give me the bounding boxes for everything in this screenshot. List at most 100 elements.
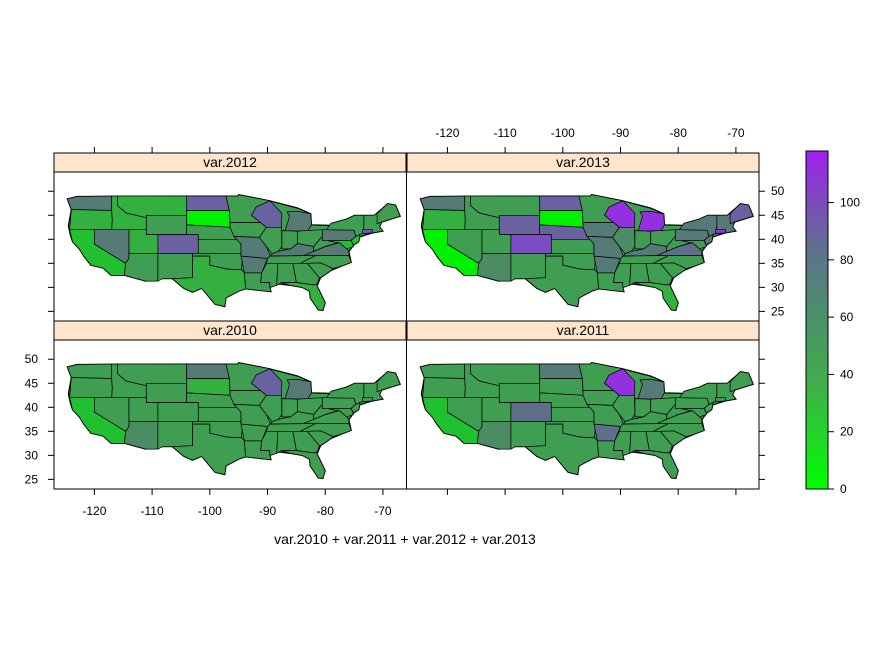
state-nm-var-2013: [510, 253, 546, 282]
y-tick-label-right: 30: [771, 280, 785, 294]
x-tick-label-bottom: -120: [82, 504, 106, 518]
panel-title-var-2012: var.2012: [203, 154, 257, 170]
y-tick-label-right: 45: [771, 208, 785, 222]
y-tick-label-left: 35: [25, 424, 39, 438]
state-ks-var-2013: [550, 238, 595, 255]
state-mi-var-2010: [284, 379, 312, 400]
x-tick-label-top: -70: [727, 126, 745, 140]
state-sd-var-2011: [539, 378, 584, 396]
color-key-tick-label: 100: [840, 196, 860, 210]
state-ks-var-2010: [197, 406, 242, 423]
strip-var-2012: var.2012: [53, 152, 407, 173]
state-sd-var-2010: [186, 378, 231, 396]
state-mi-var-2012: [284, 211, 312, 232]
state-co-var-2012: [157, 234, 199, 255]
map-panel-var-2011: [419, 361, 755, 480]
state-tx-var-2013: [524, 255, 599, 308]
y-tick-label-right: 25: [771, 304, 785, 318]
state-ct-var-2010: [362, 397, 373, 402]
state-ks-var-2011: [550, 406, 595, 423]
color-key-tick-label: 40: [840, 367, 854, 381]
axes: -120 -120 -110 -110 -100 -100 -90 -90 -80 -80 -70 -…: [25, 126, 785, 518]
y-tick-label-left: 25: [25, 472, 39, 486]
x-tick-label-bottom: -80: [317, 504, 335, 518]
state-co-var-2010: [157, 402, 199, 423]
color-key-bar: [805, 150, 829, 490]
state-ct-var-2012: [362, 229, 373, 234]
map-panel-var-2013: [419, 193, 755, 312]
state-wa-var-2012: [66, 195, 113, 211]
x-tick-label-top: -80: [670, 126, 688, 140]
state-tx-var-2011: [524, 423, 599, 476]
state-wy-var-2010: [145, 382, 188, 403]
state-me-var-2013: [729, 203, 754, 225]
state-me-var-2012: [376, 203, 401, 225]
y-tick-label-left: 45: [25, 376, 39, 390]
state-wa-var-2013: [419, 195, 466, 211]
state-or-var-2011: [422, 377, 466, 399]
state-ct-var-2013: [715, 229, 726, 234]
state-or-var-2013: [422, 209, 466, 231]
y-tick-label-right: 35: [771, 256, 785, 270]
color-key-tick-label: 60: [840, 310, 854, 324]
color-key-ticks: 0 20 40 60 80 100: [828, 196, 860, 496]
state-wy-var-2012: [145, 214, 188, 235]
state-az-var-2011: [477, 421, 512, 450]
state-ms-var-2011: [613, 430, 632, 456]
panel-title-var-2010: var.2010: [203, 322, 257, 338]
state-pa-var-2010: [321, 397, 357, 410]
state-nm-var-2012: [157, 253, 193, 282]
state-pa-var-2012: [321, 229, 357, 242]
state-tx-var-2010: [171, 423, 246, 476]
state-sd-var-2012: [186, 210, 231, 228]
x-tick-label-bottom: -90: [259, 504, 277, 518]
strip-var-2013: var.2013: [406, 152, 760, 173]
state-pa-var-2011: [674, 397, 710, 410]
state-az-var-2010: [124, 421, 159, 450]
state-or-var-2012: [69, 209, 113, 231]
state-ms-var-2010: [260, 430, 279, 456]
color-key-tick-label: 0: [840, 482, 847, 496]
state-nd-var-2010: [186, 363, 230, 379]
state-me-var-2011: [729, 371, 754, 393]
state-or-var-2010: [69, 377, 113, 399]
state-fl-var-2012: [281, 282, 326, 311]
map-panel-var-2012: [66, 193, 402, 312]
state-tx-var-2012: [171, 255, 246, 308]
state-ms-var-2013: [613, 262, 632, 288]
state-nm-var-2010: [157, 421, 193, 450]
y-tick-label-left: 30: [25, 448, 39, 462]
state-ct-var-2011: [715, 397, 726, 402]
x-tick-label-bottom: -110: [141, 504, 164, 518]
x-tick-label-top: -110: [494, 126, 517, 140]
state-nd-var-2013: [539, 195, 583, 211]
state-wy-var-2013: [498, 214, 541, 235]
state-nd-var-2011: [539, 363, 583, 379]
state-az-var-2012: [124, 253, 159, 282]
state-co-var-2013: [510, 234, 552, 255]
x-tick-label-bottom: -70: [374, 504, 392, 518]
x-tick-label-bottom: -100: [198, 504, 222, 518]
state-wa-var-2010: [66, 363, 113, 379]
panel-title-var-2011: var.2011: [557, 322, 610, 338]
state-az-var-2013: [477, 253, 512, 282]
state-pa-var-2013: [674, 229, 710, 242]
panel-title-var-2013: var.2013: [556, 154, 610, 170]
formula-label: var.2010 + var.2011 + var.2012 + var.201…: [274, 531, 536, 547]
state-wa-var-2011: [419, 363, 466, 379]
state-ks-var-2012: [197, 238, 242, 255]
y-tick-label-right: 50: [771, 184, 785, 198]
color-key: 0 20 40 60 80 100: [805, 150, 860, 496]
y-tick-label-left: 50: [25, 352, 39, 366]
x-tick-label-top: -90: [612, 126, 630, 140]
state-sd-var-2013: [539, 210, 584, 228]
x-tick-label-top: -120: [435, 126, 459, 140]
state-co-var-2011: [510, 402, 552, 423]
state-me-var-2010: [376, 371, 401, 393]
color-key-tick-label: 20: [840, 425, 854, 439]
state-wy-var-2011: [498, 382, 541, 403]
state-mi-var-2011: [637, 379, 665, 400]
state-fl-var-2011: [634, 450, 679, 479]
y-tick-label-left: 40: [25, 400, 39, 414]
